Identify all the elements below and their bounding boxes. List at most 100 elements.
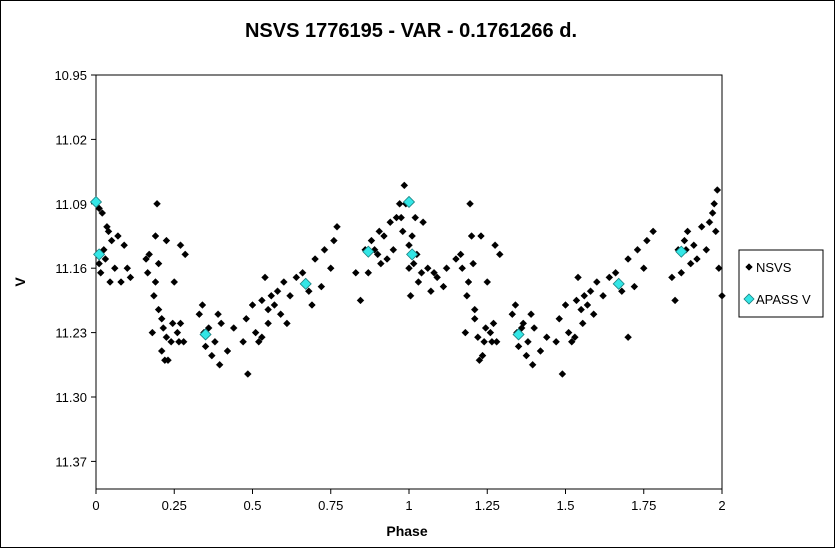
- point-nsvs: [417, 269, 426, 277]
- point-nsvs: [106, 278, 114, 286]
- point-nsvs: [427, 287, 435, 295]
- point-nsvs: [117, 278, 125, 286]
- x-tick-label: 0: [92, 498, 99, 513]
- point-nsvs: [373, 250, 382, 259]
- x-tick-label: 1.25: [475, 498, 500, 513]
- point-nsvs: [273, 287, 282, 295]
- point-nsvs: [470, 305, 479, 314]
- y-axis-label: V: [12, 277, 28, 287]
- point-nsvs: [567, 338, 576, 346]
- point-nsvs: [718, 292, 726, 300]
- y-tick-label: 11.09: [55, 197, 87, 212]
- point-nsvs: [463, 292, 471, 300]
- point-nsvs: [239, 338, 247, 346]
- point-nsvs: [409, 259, 418, 268]
- point-nsvs: [630, 282, 639, 291]
- x-axis-label: Phase: [386, 523, 427, 539]
- point-nsvs: [311, 255, 319, 263]
- point-nsvs: [223, 347, 232, 355]
- point-nsvs: [305, 287, 313, 295]
- x-tick-label: 0.5: [243, 498, 261, 513]
- y-tick-label: 11.02: [55, 132, 87, 147]
- point-nsvs: [179, 338, 188, 346]
- point-nsvs: [145, 250, 153, 259]
- point-nsvs: [162, 333, 171, 341]
- point-nsvs: [555, 315, 564, 323]
- x-tick-label: 2: [718, 498, 725, 513]
- point-apass-v: [362, 245, 375, 258]
- point-nsvs: [229, 324, 238, 332]
- y-tick-label: 11.37: [55, 454, 87, 469]
- point-nsvs: [708, 209, 717, 217]
- point-nsvs: [406, 292, 415, 300]
- y-tick-label: 11.16: [55, 261, 87, 276]
- point-nsvs: [677, 269, 686, 277]
- point-nsvs: [589, 310, 598, 318]
- point-nsvs: [536, 347, 545, 355]
- point-nsvs: [389, 246, 398, 254]
- point-nsvs: [430, 269, 438, 277]
- point-nsvs: [452, 255, 460, 263]
- point-nsvs: [495, 250, 504, 259]
- point-apass-v: [402, 195, 416, 209]
- legend: NSVS APASS V: [738, 249, 824, 318]
- point-nsvs: [95, 259, 103, 268]
- point-nsvs: [461, 328, 470, 337]
- point-nsvs: [711, 227, 720, 236]
- point-nsvs: [258, 333, 266, 341]
- point-nsvs: [470, 315, 479, 323]
- point-nsvs: [96, 269, 105, 277]
- point-nsvs: [326, 264, 335, 272]
- point-nsvs: [364, 269, 373, 277]
- legend-label-apass-v: APASS V: [756, 292, 811, 307]
- point-nsvs: [167, 338, 175, 346]
- point-nsvs: [397, 213, 405, 222]
- point-nsvs: [456, 250, 465, 259]
- point-nsvs: [151, 278, 160, 286]
- point-nsvs: [168, 319, 177, 328]
- point-nsvs: [475, 356, 484, 364]
- point-nsvs: [120, 241, 128, 249]
- point-nsvs: [467, 232, 476, 240]
- point-nsvs: [458, 264, 466, 272]
- point-nsvs: [624, 333, 632, 341]
- point-apass-v: [406, 248, 419, 261]
- legend-label-nsvs: NSVS: [756, 260, 792, 275]
- point-nsvs: [683, 227, 692, 236]
- point-nsvs: [270, 301, 279, 309]
- point-nsvs: [107, 236, 116, 245]
- point-nsvs: [261, 273, 269, 282]
- point-nsvs: [114, 232, 122, 240]
- point-nsvs: [173, 328, 182, 337]
- point-nsvs: [110, 264, 119, 272]
- plot-area: [95, 74, 723, 490]
- point-nsvs: [181, 250, 189, 259]
- point-nsvs: [564, 328, 573, 337]
- point-nsvs: [478, 351, 487, 360]
- point-nsvs: [248, 301, 257, 309]
- point-nsvs: [383, 255, 391, 263]
- point-nsvs: [408, 232, 416, 240]
- y-tick-label: 11.23: [55, 326, 87, 341]
- point-nsvs: [242, 315, 251, 323]
- point-nsvs: [464, 278, 473, 286]
- point-nsvs: [558, 370, 567, 378]
- point-nsvs: [98, 209, 107, 217]
- point-nsvs: [398, 227, 407, 236]
- point-nsvs: [414, 278, 423, 286]
- point-nsvs: [618, 287, 626, 295]
- point-nsvs: [333, 223, 341, 231]
- point-nsvs: [433, 273, 441, 282]
- point-nsvs: [176, 319, 185, 328]
- point-nsvs: [352, 269, 360, 277]
- point-nsvs: [375, 227, 384, 236]
- x-tick-label: 0.25: [162, 498, 187, 513]
- point-nsvs: [561, 301, 570, 309]
- point-nsvs: [611, 269, 620, 277]
- point-nsvs: [367, 236, 376, 245]
- point-nsvs: [126, 273, 135, 282]
- point-nsvs: [542, 333, 551, 341]
- point-nsvs: [671, 296, 679, 305]
- series-nsvs: [95, 181, 726, 378]
